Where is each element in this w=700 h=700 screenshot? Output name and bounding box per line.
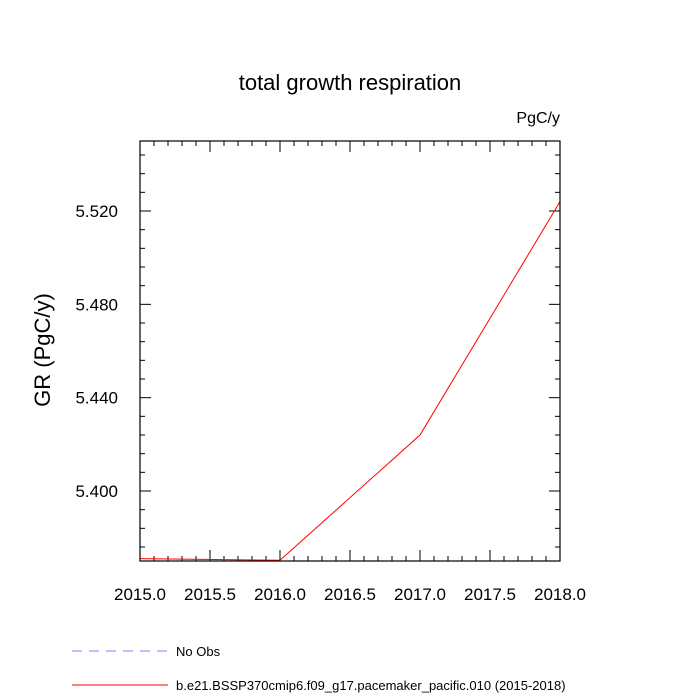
y-tick-label: 5.400: [75, 482, 118, 501]
x-tick-label: 2018.0: [534, 585, 586, 604]
axis-tick-labels: 2015.0 2015.5 2016.0 2016.5 2017.0 2017.5 2018…: [75, 202, 586, 604]
plot-frame: [139, 140, 561, 562]
x-tick-label: 2017.5: [464, 585, 516, 604]
x-tick-label: 2015.5: [184, 585, 236, 604]
series-layer: [139, 201, 561, 561]
x-tick-label: 2016.5: [324, 585, 376, 604]
legend-label-pacemaker-pacific: b.e21.BSSP370cmip6.f09_g17.pacemaker_pac…: [176, 678, 566, 693]
y-tick-label: 5.480: [75, 295, 118, 314]
x-tick-label: 2017.0: [394, 585, 446, 604]
y-axis-label: GR (PgC/y): [30, 293, 55, 407]
series-line-0: [139, 201, 561, 561]
legend-label-no-obs: No Obs: [176, 644, 221, 659]
units-label: PgC/y: [516, 110, 560, 127]
legend: No Obs b.e21.BSSP370cmip6.f09_g17.pacema…: [72, 644, 566, 693]
x-tick-label: 2015.0: [114, 585, 166, 604]
y-tick-label: 5.440: [75, 389, 118, 408]
chart-title: total growth respiration: [239, 70, 462, 95]
x-tick-label: 2016.0: [254, 585, 306, 604]
y-tick-label: 5.520: [75, 202, 118, 221]
